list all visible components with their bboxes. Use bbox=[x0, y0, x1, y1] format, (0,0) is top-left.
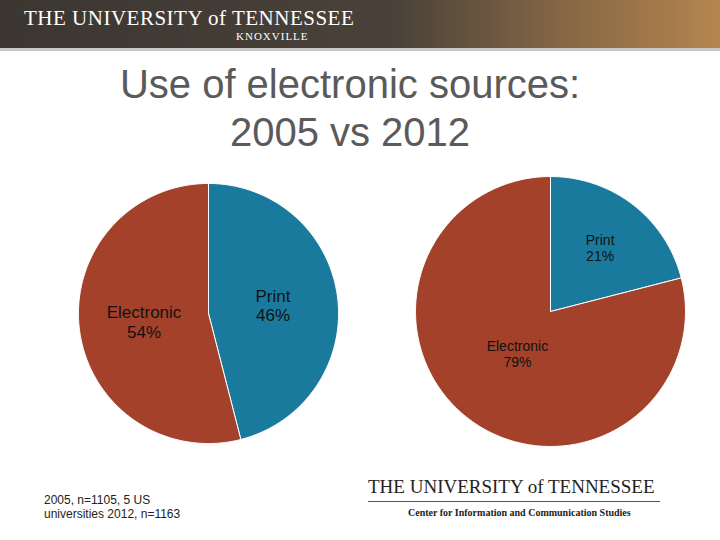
svg-text:Print46%: Print46% bbox=[256, 287, 291, 326]
svg-text:Electronic79%: Electronic79% bbox=[487, 338, 548, 370]
html-text:2005, n=1105, 5 US universitie: 2005, n=1105, 5 US universities 2012, n=… bbox=[44, 493, 181, 521]
svg-text:Electronic54%: Electronic54% bbox=[107, 303, 182, 342]
svg-text:Print21%: Print21% bbox=[586, 232, 615, 264]
html-text:THE UNIVERSITY of TENNESSEE: THE UNIVERSITY of TENNESSEE bbox=[24, 6, 355, 30]
html-text:THE UNIVERSITY of TENNESSEE: THE UNIVERSITY of TENNESSEE bbox=[368, 476, 655, 497]
html-text:KNOXVILLE: KNOXVILLE bbox=[236, 30, 309, 42]
html-text:Center for Information and Com: Center for Information and Communication… bbox=[408, 507, 631, 518]
html-text:Use of electronic sources: 200: Use of electronic sources: 2005 vs 2012 bbox=[119, 62, 581, 154]
